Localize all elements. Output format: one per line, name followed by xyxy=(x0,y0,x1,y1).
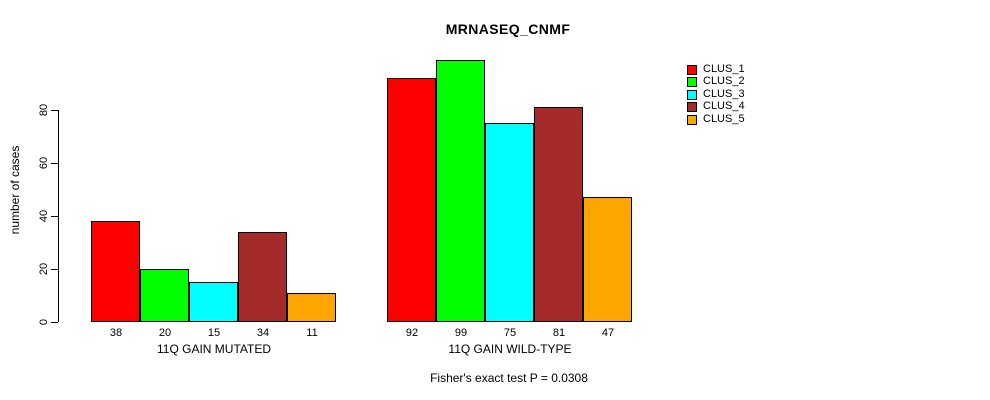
bar-value-label: 92 xyxy=(405,327,419,339)
legend-swatch-clus_5 xyxy=(687,115,697,125)
legend-swatch-clus_4 xyxy=(687,102,697,112)
y-axis-tick-label: 0 xyxy=(38,318,50,326)
bar-clus_4-1 xyxy=(238,232,287,322)
bar-clus_2-1 xyxy=(140,269,189,322)
y-axis-tick-label: 60 xyxy=(38,156,50,170)
y-axis-tick-label: 20 xyxy=(38,262,50,276)
legend-swatch-clus_3 xyxy=(687,90,697,100)
y-axis-tick xyxy=(51,322,58,323)
stat-annotation: Fisher's exact test P = 0.0308 xyxy=(430,371,588,385)
bar-clus_3-2 xyxy=(485,123,534,322)
bar-clus_2-2 xyxy=(436,60,485,322)
bar-clus_5-1 xyxy=(287,293,336,322)
legend-swatch-clus_2 xyxy=(687,77,697,87)
bar-clus_5-2 xyxy=(583,197,632,322)
y-axis-tick xyxy=(51,216,58,217)
bar-clus_1-1 xyxy=(91,221,140,322)
group-label: 11Q GAIN WILD-TYPE xyxy=(448,342,572,356)
bar-value-label: 20 xyxy=(158,327,172,339)
legend-label: CLUS_5 xyxy=(703,113,745,125)
y-axis-tick-label: 80 xyxy=(38,103,50,117)
legend-label: CLUS_3 xyxy=(703,88,745,100)
legend-label: CLUS_1 xyxy=(703,63,745,75)
bar-value-label: 34 xyxy=(256,327,270,339)
bar-clus_1-2 xyxy=(387,78,436,322)
bar-clus_4-2 xyxy=(534,107,583,322)
bar-value-label: 81 xyxy=(552,327,566,339)
legend-label: CLUS_4 xyxy=(703,100,745,112)
bar-value-label: 15 xyxy=(207,327,221,339)
group-label: 11Q GAIN MUTATED xyxy=(156,342,272,356)
bar-value-label: 11 xyxy=(306,327,318,339)
bar-value-label: 38 xyxy=(109,327,123,339)
legend-swatch-clus_1 xyxy=(687,65,697,75)
bar-value-label: 47 xyxy=(601,327,615,339)
legend-label: CLUS_2 xyxy=(703,75,745,87)
y-axis-tick xyxy=(51,269,58,270)
y-axis-title: number of cases xyxy=(8,145,22,235)
bar-value-label: 75 xyxy=(503,327,517,339)
chart-title: MRNASEQ_CNMF xyxy=(445,21,571,37)
y-axis-line xyxy=(58,110,59,322)
y-axis-tick xyxy=(51,110,58,111)
y-axis-tick xyxy=(51,163,58,164)
y-axis-tick-label: 40 xyxy=(38,209,50,223)
bar-value-label: 99 xyxy=(454,327,468,339)
bar-clus_3-1 xyxy=(189,282,238,322)
